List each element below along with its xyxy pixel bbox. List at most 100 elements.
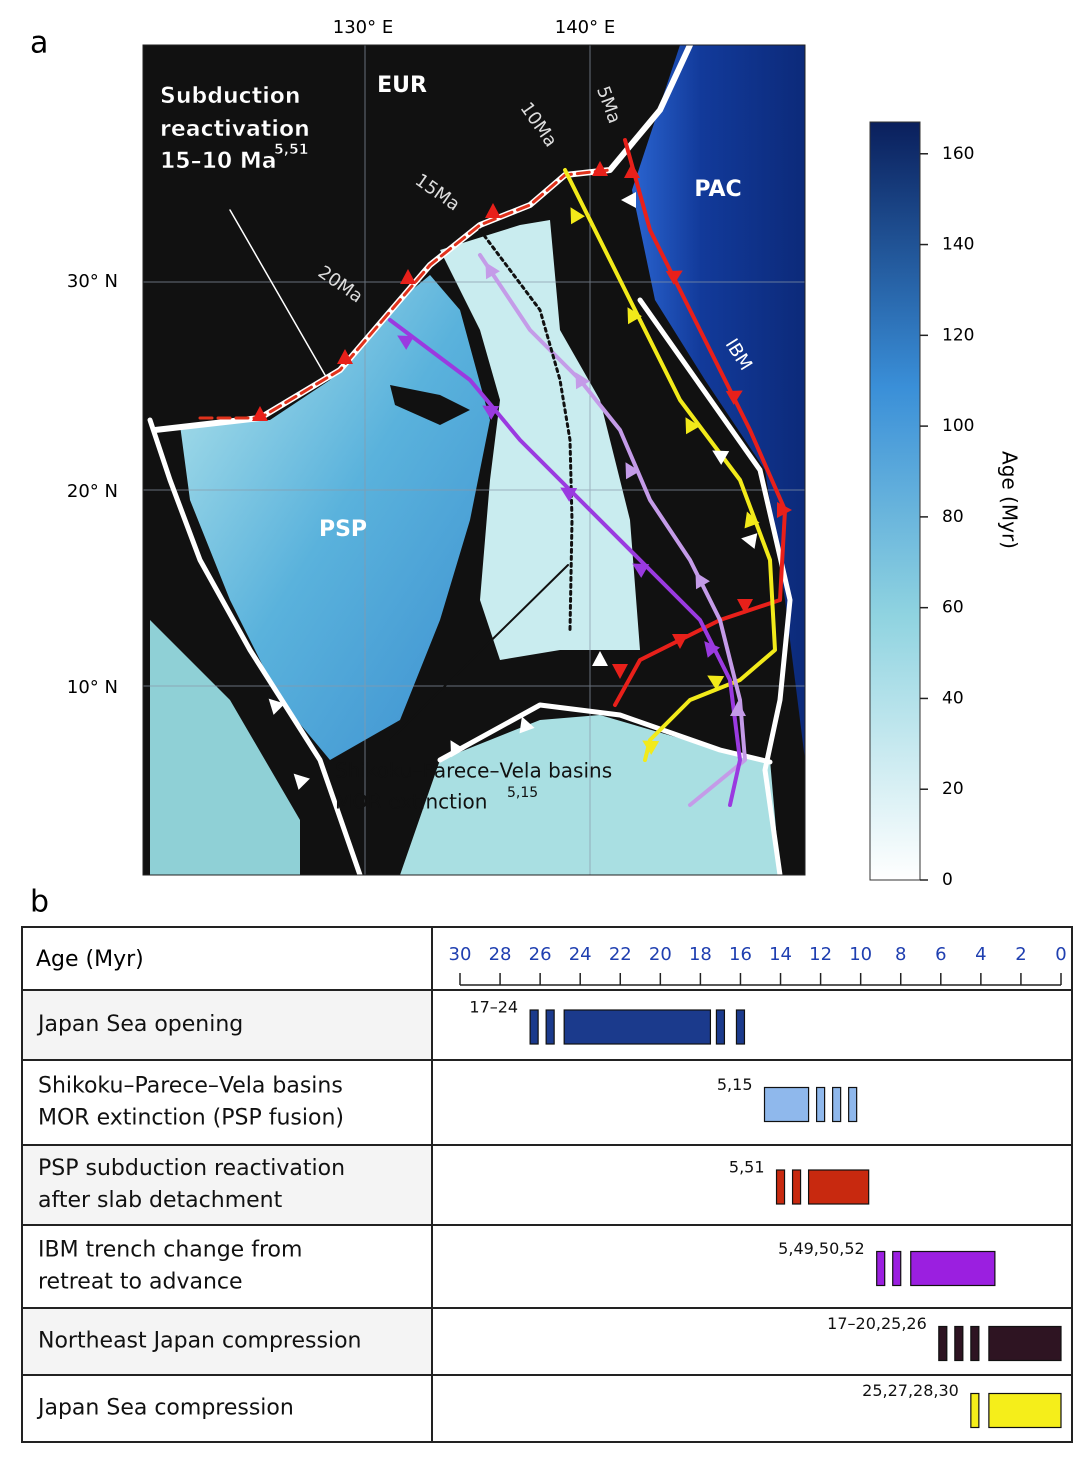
trench-tooth bbox=[450, 740, 465, 758]
time-bar bbox=[563, 1009, 712, 1045]
axis-tick-label: 8 bbox=[895, 944, 906, 965]
colorbar-tick-label: 160 bbox=[942, 144, 974, 164]
axis-tick-label: 18 bbox=[689, 944, 712, 965]
plate-boundary bbox=[147, 417, 363, 878]
leader-line bbox=[229, 209, 326, 376]
trench-tooth bbox=[625, 462, 640, 480]
reference: 5,49,50,52 bbox=[778, 1239, 865, 1258]
row-label-cell bbox=[23, 991, 431, 1059]
time-bar bbox=[529, 1009, 539, 1045]
time-bar bbox=[545, 1009, 555, 1045]
annotation-line: 15–10 Ma bbox=[160, 149, 277, 174]
row-label-cell bbox=[23, 1226, 431, 1307]
colorbar-tick-label: 140 bbox=[942, 235, 974, 255]
time-bar bbox=[970, 1325, 980, 1362]
time-bar bbox=[807, 1169, 870, 1205]
colorbar-tick-label: 0 bbox=[942, 870, 953, 890]
trench-tooth bbox=[741, 533, 758, 549]
panel-label: b bbox=[30, 885, 49, 920]
time-bar bbox=[988, 1325, 1062, 1362]
annotation-superscript: 5,51 bbox=[274, 142, 309, 158]
lat-label: 10° N bbox=[67, 677, 118, 698]
annotation-line: MOR extinction bbox=[335, 790, 487, 814]
row-label-cell bbox=[23, 1061, 431, 1144]
time-bar bbox=[715, 1009, 726, 1045]
trench-tooth bbox=[725, 390, 743, 405]
trench-tooth bbox=[642, 740, 660, 755]
axis-tick-label: 4 bbox=[975, 944, 986, 965]
row-label: retreat to advance bbox=[38, 1270, 243, 1295]
time-bar bbox=[970, 1392, 980, 1429]
trench-20ma bbox=[388, 318, 742, 807]
trench-tooth bbox=[627, 307, 642, 325]
colorbar-tick-label: 40 bbox=[942, 688, 964, 708]
reference: 25,27,28,30 bbox=[862, 1381, 959, 1400]
axis-tick-label: 6 bbox=[935, 944, 946, 965]
axis-tick-label: 14 bbox=[769, 944, 792, 965]
time-bar bbox=[988, 1392, 1062, 1429]
plate-label: EUR bbox=[377, 73, 427, 98]
colorbar-tick-label: 100 bbox=[942, 416, 974, 436]
trench-tooth bbox=[293, 773, 310, 790]
map-frame bbox=[142, 44, 806, 876]
time-bar bbox=[954, 1325, 964, 1362]
colorbar-tick-label: 60 bbox=[942, 598, 964, 618]
trench-tooth bbox=[665, 270, 683, 285]
annotation: Subduction reactivation 15–10 Ma 5,51 bbox=[160, 84, 310, 175]
colorbar-tick-label: 80 bbox=[942, 507, 964, 527]
plate-boundary bbox=[637, 297, 793, 878]
trench-tooth bbox=[485, 262, 500, 280]
time-bar bbox=[910, 1250, 996, 1287]
trench-tooth bbox=[575, 372, 590, 390]
trench-tooth bbox=[337, 349, 353, 364]
trench-tooth bbox=[685, 417, 700, 435]
trench-tooth bbox=[777, 502, 792, 518]
row-label: Japan Sea opening bbox=[36, 1012, 243, 1037]
time-bar bbox=[892, 1250, 902, 1287]
trench-tooth bbox=[712, 450, 730, 465]
time-bar bbox=[735, 1009, 746, 1045]
trench-tooth bbox=[592, 651, 608, 666]
trench-tooth bbox=[704, 641, 720, 658]
axis-tick-label: 28 bbox=[489, 944, 512, 965]
lon-label: 140° E bbox=[555, 17, 615, 38]
trench-tooth bbox=[695, 572, 710, 590]
row-label-cell bbox=[23, 1146, 431, 1224]
colorbar-tick-label: 20 bbox=[942, 779, 964, 799]
reference: 17–24 bbox=[469, 998, 518, 1017]
trench-tooth bbox=[672, 634, 688, 649]
annotation-line: reactivation bbox=[160, 117, 310, 142]
annotation: Shikoku–Parece–Vela basins MOR extinctio… bbox=[335, 759, 612, 814]
axis-tick-label: 30 bbox=[449, 944, 472, 965]
colorbar-tick-label: 120 bbox=[942, 325, 974, 345]
trench-tooth bbox=[519, 716, 535, 734]
row-label: PSP subduction reactivation bbox=[38, 1156, 345, 1181]
annotation-line: Shikoku–Parece–Vela basins bbox=[335, 759, 612, 783]
time-bar bbox=[815, 1086, 826, 1123]
trench-10ma bbox=[563, 168, 777, 762]
row-label-cell bbox=[23, 1376, 431, 1441]
lat-label: 30° N bbox=[67, 271, 118, 292]
time-bar bbox=[763, 1086, 810, 1123]
axis-tick-label: 24 bbox=[569, 944, 592, 965]
trench-tooth bbox=[252, 406, 268, 421]
lon-label: 130° E bbox=[333, 17, 393, 38]
trench-tooth bbox=[730, 701, 746, 716]
colorbar bbox=[869, 121, 921, 881]
trench-tooth bbox=[560, 487, 578, 502]
axis-tick-label: 2 bbox=[1015, 944, 1026, 965]
annotation-line: Subduction bbox=[160, 84, 301, 109]
trench-15ma bbox=[478, 253, 747, 807]
axis-tick-label: 12 bbox=[809, 944, 832, 965]
colorbar-label: Age (Myr) bbox=[998, 451, 1022, 549]
trench-tooth bbox=[744, 511, 760, 529]
table-header: Age (Myr) bbox=[36, 947, 144, 972]
extinct-ridge bbox=[478, 228, 574, 632]
row-label: IBM trench change from bbox=[38, 1238, 302, 1263]
time-bar bbox=[848, 1086, 858, 1123]
row-label: Japan Sea compression bbox=[36, 1396, 294, 1421]
trench-tooth bbox=[624, 163, 640, 178]
